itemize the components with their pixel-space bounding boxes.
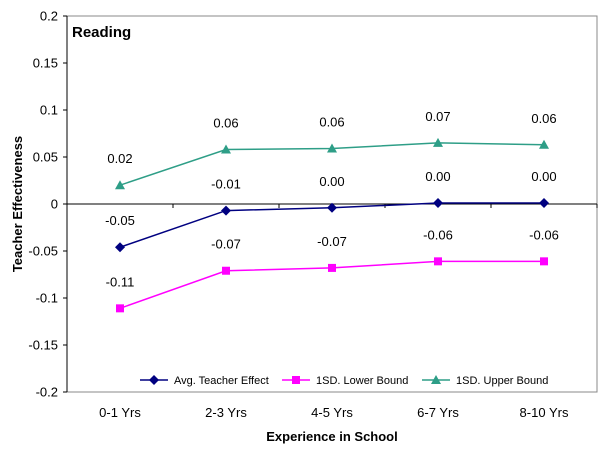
series-group xyxy=(115,137,549,313)
y-axis-title: Teacher Effectiveness xyxy=(10,136,25,272)
y-tick-label: 0.2 xyxy=(40,9,58,24)
data-point xyxy=(221,205,231,216)
legend-item: Avg. Teacher Effect xyxy=(140,375,269,387)
data-label: 0.06 xyxy=(531,111,556,126)
data-label: 0.06 xyxy=(319,115,344,130)
y-tick-label: -0.05 xyxy=(28,244,58,259)
data-label: -0.05 xyxy=(105,213,135,228)
data-point xyxy=(327,143,337,153)
legend-swatch-marker xyxy=(149,375,159,385)
data-point xyxy=(221,144,231,154)
data-label: 0.02 xyxy=(107,151,132,166)
legend-swatch-marker xyxy=(292,376,300,384)
legend-label: Avg. Teacher Effect xyxy=(174,375,269,387)
x-tick-label: 8-10 Yrs xyxy=(520,405,569,420)
y-tick-label: 0.15 xyxy=(33,56,58,71)
data-point xyxy=(539,198,549,209)
legend-item: 1SD. Lower Bound xyxy=(282,375,408,387)
data-point xyxy=(115,180,125,190)
data-label: 0.00 xyxy=(319,174,344,189)
y-tick-label: 0 xyxy=(51,197,58,212)
data-label: -0.06 xyxy=(423,227,453,242)
x-tick-label: 0-1 Yrs xyxy=(99,405,141,420)
chart-title: Reading xyxy=(72,24,131,41)
data-label: -0.11 xyxy=(106,274,135,289)
data-point xyxy=(434,257,442,266)
legend-item: 1SD. Upper Bound xyxy=(422,375,548,387)
data-point xyxy=(539,139,549,149)
x-tick-label: 6-7 Yrs xyxy=(417,405,459,420)
data-point xyxy=(115,242,125,253)
data-point xyxy=(433,198,443,209)
data-label: -0.06 xyxy=(529,227,559,242)
legend-label: 1SD. Upper Bound xyxy=(456,375,548,387)
legend: Avg. Teacher Effect 1SD. Lower Bound 1SD. … xyxy=(140,375,548,387)
data-point xyxy=(116,304,124,313)
y-tick-label: -0.1 xyxy=(36,291,58,306)
data-labels-group: -0.05 -0.01 0.00 0.00 0.00 -0.11 -0.07 -0.07 -0.… xyxy=(105,109,559,289)
data-point xyxy=(327,202,337,213)
data-label: -0.07 xyxy=(317,234,347,249)
y-tick-label: 0.05 xyxy=(33,150,58,165)
y-tick-label: -0.15 xyxy=(28,338,58,353)
data-label: -0.07 xyxy=(211,237,241,252)
x-tick-label: 2-3 Yrs xyxy=(205,405,247,420)
legend-swatch-marker xyxy=(431,375,441,384)
x-tick-label: 4-5 Yrs xyxy=(311,405,353,420)
y-tick-label: -0.2 xyxy=(36,385,58,400)
data-label: -0.01 xyxy=(211,177,241,192)
data-point xyxy=(222,266,230,275)
legend-label: 1SD. Lower Bound xyxy=(316,375,408,387)
data-label: 0.00 xyxy=(531,169,556,184)
data-point xyxy=(328,263,336,272)
data-label: 0.06 xyxy=(213,115,238,130)
data-point xyxy=(433,137,443,147)
y-tick-label: 0.1 xyxy=(40,103,58,118)
data-label: 0.07 xyxy=(425,109,450,124)
x-axis-title: Experience in School xyxy=(266,429,398,444)
y-axis: -0.2 -0.15 -0.1 -0.05 0 0.05 0.1 0.15 0.2 xyxy=(28,9,68,400)
data-label: 0.00 xyxy=(425,169,450,184)
data-point xyxy=(540,257,548,266)
